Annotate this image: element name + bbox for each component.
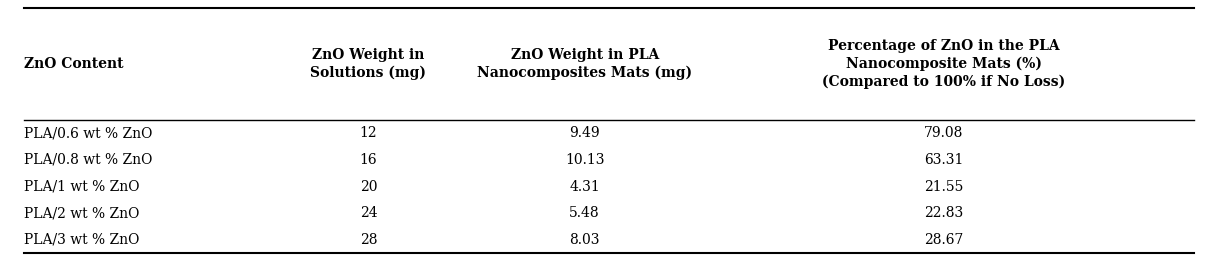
Text: PLA/1 wt % ZnO: PLA/1 wt % ZnO bbox=[24, 180, 140, 194]
Text: 24: 24 bbox=[359, 206, 378, 220]
Text: PLA/3 wt % ZnO: PLA/3 wt % ZnO bbox=[24, 233, 140, 247]
Text: 21.55: 21.55 bbox=[924, 180, 963, 194]
Text: 22.83: 22.83 bbox=[924, 206, 963, 220]
Text: 63.31: 63.31 bbox=[924, 153, 963, 167]
Text: 28: 28 bbox=[359, 233, 378, 247]
Text: ZnO Weight in PLA
Nanocomposites Mats (mg): ZnO Weight in PLA Nanocomposites Mats (m… bbox=[477, 48, 692, 80]
Text: ZnO Content: ZnO Content bbox=[24, 57, 124, 71]
Text: 28.67: 28.67 bbox=[924, 233, 963, 247]
Text: 79.08: 79.08 bbox=[924, 126, 963, 140]
Text: 5.48: 5.48 bbox=[569, 206, 600, 220]
Text: 4.31: 4.31 bbox=[569, 180, 600, 194]
Text: ZnO Weight in
Solutions (mg): ZnO Weight in Solutions (mg) bbox=[311, 48, 426, 80]
Text: 20: 20 bbox=[359, 180, 378, 194]
Text: 12: 12 bbox=[359, 126, 378, 140]
Text: 10.13: 10.13 bbox=[565, 153, 604, 167]
Text: PLA/2 wt % ZnO: PLA/2 wt % ZnO bbox=[24, 206, 140, 220]
Text: 9.49: 9.49 bbox=[569, 126, 600, 140]
Text: 16: 16 bbox=[359, 153, 378, 167]
Text: 8.03: 8.03 bbox=[569, 233, 600, 247]
Text: Percentage of ZnO in the PLA
Nanocomposite Mats (%)
(Compared to 100% if No Loss: Percentage of ZnO in the PLA Nanocomposi… bbox=[822, 39, 1066, 89]
Text: PLA/0.8 wt % ZnO: PLA/0.8 wt % ZnO bbox=[24, 153, 152, 167]
Text: PLA/0.6 wt % ZnO: PLA/0.6 wt % ZnO bbox=[24, 126, 152, 140]
